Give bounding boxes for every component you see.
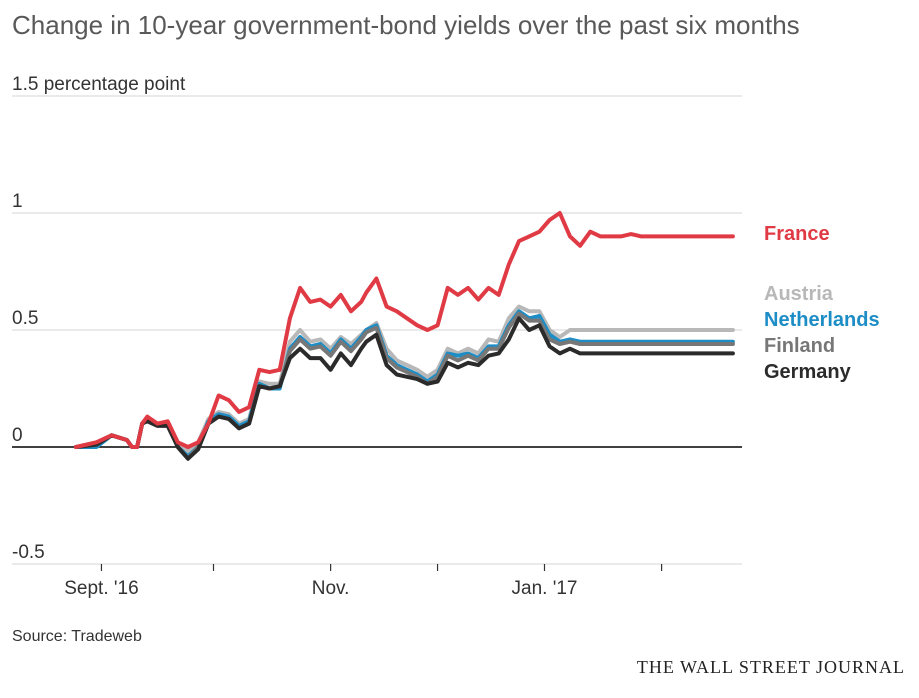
legend-label-finland: Finland — [764, 335, 835, 357]
series-line-austria — [74, 304, 735, 454]
source-note: Source: Tradeweb — [12, 628, 142, 645]
x-axis: Sept. '16 Nov. Jan. '17 — [64, 564, 663, 599]
x-tick-label: Sept. '16 — [64, 578, 138, 599]
y-tick-label: 0.5 — [12, 308, 38, 329]
y-tick-label: 1.5 percentage point — [12, 74, 186, 95]
y-tick-label: 0 — [12, 425, 23, 446]
series-line-france — [74, 211, 735, 449]
y-axis-ticks: 1.5 percentage point 1 0.5 0 -0.5 — [12, 74, 186, 563]
series-line-germany — [74, 316, 735, 461]
legend-label-netherlands: Netherlands — [764, 309, 880, 331]
x-tick-label: Jan. '17 — [512, 578, 578, 599]
legend-label-germany: Germany — [764, 361, 852, 383]
x-tick-label: Nov. — [312, 578, 350, 599]
legend: France Austria Netherlands Finland Germany — [764, 223, 880, 383]
y-tick-label: -0.5 — [12, 542, 45, 563]
chart-title: Change in 10-year government-bond yields… — [12, 10, 800, 40]
y-tick-label: 1 — [12, 191, 23, 212]
series-lines — [74, 211, 735, 461]
legend-label-france: France — [764, 223, 830, 245]
legend-label-austria: Austria — [764, 283, 834, 305]
publisher-logo: THE WALL STREET JOURNAL — [636, 657, 905, 677]
